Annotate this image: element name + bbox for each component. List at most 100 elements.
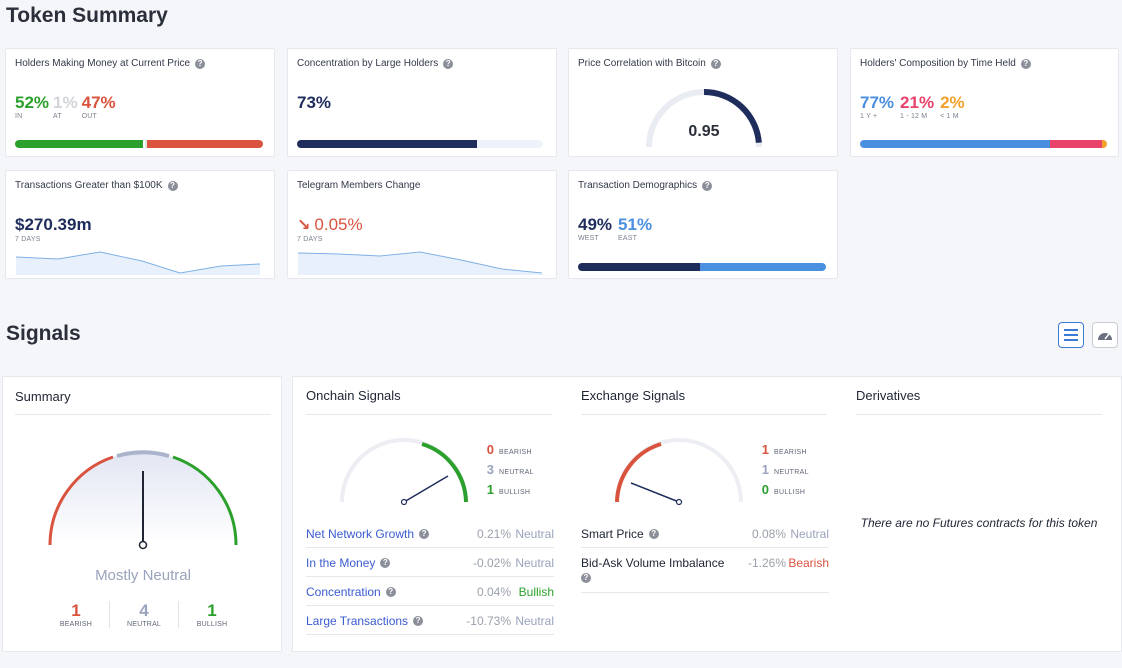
correlation-value: 0.95 bbox=[688, 123, 720, 140]
concentration-bar-fill bbox=[297, 140, 477, 148]
onchain-gauge bbox=[340, 438, 468, 506]
demographics-bar-west bbox=[578, 263, 700, 271]
help-icon[interactable]: ? bbox=[1020, 58, 1031, 69]
holders-money-card: Holders Making Money at Current Price ? … bbox=[5, 48, 275, 157]
exchange-bullish-count: 0 bbox=[761, 482, 769, 497]
telegram-card: Telegram Members Change ↘ 0.05% 7 DAYS bbox=[287, 170, 557, 279]
concentration-card: Concentration by Large Holders ? 73% bbox=[287, 48, 557, 157]
composition-1y-value: 77% bbox=[860, 93, 895, 112]
composition-bar-1y bbox=[860, 140, 1051, 148]
holders-money-title: Holders Making Money at Current Price bbox=[15, 58, 191, 69]
composition-bar-1-12m bbox=[1050, 140, 1103, 148]
onchain-bearish-count: 0 bbox=[486, 442, 494, 457]
signal-state: Neutral bbox=[515, 613, 554, 628]
east-label: EAST bbox=[618, 235, 638, 242]
signal-state: Bearish bbox=[788, 556, 829, 570]
token-summary-heading: Token Summary bbox=[6, 4, 168, 27]
transactions-value: $270.39m bbox=[15, 215, 92, 234]
help-icon[interactable]: ? bbox=[443, 58, 454, 69]
signal-label: Smart Price bbox=[581, 526, 644, 541]
signal-pct: -0.02% bbox=[472, 555, 511, 570]
signals-heading: Signals bbox=[6, 322, 81, 345]
west-label: WEST bbox=[578, 235, 600, 242]
help-icon[interactable]: ? bbox=[380, 557, 391, 568]
composition-1-12m-value: 21% bbox=[900, 93, 935, 112]
holders-composition-title: Holders' Composition by Time Held bbox=[860, 58, 1016, 69]
help-icon[interactable]: ? bbox=[167, 180, 178, 191]
exchange-counts: 1 BEARISH 1 NEUTRAL 0 BULLISH bbox=[759, 442, 809, 502]
exchange-bearish-count: 1 bbox=[761, 442, 769, 457]
telegram-sparkline bbox=[298, 251, 543, 275]
east-value: 51% bbox=[618, 215, 653, 234]
gauge-view-button[interactable] bbox=[1092, 322, 1118, 348]
signal-row[interactable]: Concentration? 0.04% Bullish bbox=[306, 578, 554, 606]
help-icon[interactable]: ? bbox=[702, 180, 713, 191]
help-icon[interactable]: ? bbox=[648, 528, 659, 539]
help-icon[interactable]: ? bbox=[419, 528, 430, 539]
telegram-value: 0.05% bbox=[314, 215, 363, 234]
demographics-card: Transaction Demographics ? 49% WEST 51% EA… bbox=[568, 170, 838, 279]
signal-row[interactable]: Net Network Growth? 0.21% Neutral bbox=[306, 520, 554, 548]
transactions-title: Transactions Greater than $100K bbox=[15, 180, 163, 191]
signal-pct: 0.08% bbox=[751, 526, 786, 541]
signal-state: Neutral bbox=[515, 555, 554, 570]
exchange-neutral-count: 1 bbox=[761, 462, 769, 477]
telegram-period: 7 DAYS bbox=[297, 236, 323, 243]
price-correlation-card: Price Correlation with Bitcoin ? 0.95 bbox=[568, 48, 838, 157]
composition-1m-label: < 1 M bbox=[940, 113, 959, 120]
signal-row[interactable]: Bid-Ask Volume Imbalance? -1.26% Bearish bbox=[581, 549, 829, 593]
gauge-fill bbox=[703, 89, 762, 143]
concentration-bar bbox=[297, 140, 543, 148]
composition-bar bbox=[860, 140, 1107, 148]
onchain-bullish-count: 1 bbox=[486, 482, 494, 497]
composition-1y-label: 1 Y + bbox=[860, 113, 878, 120]
onchain-neutral-count: 3 bbox=[486, 462, 494, 477]
signal-state: Neutral bbox=[790, 526, 829, 541]
list-view-button[interactable] bbox=[1058, 322, 1084, 348]
derivatives-empty-message: There are no Futures contracts for this … bbox=[860, 516, 1098, 530]
transactions-period: 7 DAYS bbox=[15, 236, 41, 243]
help-icon[interactable]: ? bbox=[710, 58, 721, 69]
bar-out-segment bbox=[147, 140, 263, 148]
holders-money-bar bbox=[15, 140, 263, 148]
signal-state: Neutral bbox=[515, 526, 554, 541]
west-value: 49% bbox=[578, 215, 613, 234]
signal-label: Bid-Ask Volume Imbalance bbox=[581, 556, 725, 570]
signal-link[interactable]: In the Money bbox=[306, 555, 376, 570]
at-label: AT bbox=[53, 113, 62, 120]
in-value: 52% bbox=[15, 93, 50, 112]
summary-bullish: 1 BULLISH bbox=[196, 601, 228, 628]
help-icon[interactable]: ? bbox=[413, 615, 424, 626]
in-label: IN bbox=[15, 113, 23, 120]
signal-row[interactable]: Large Transactions? -10.73% Neutral bbox=[306, 607, 554, 635]
correlation-gauge bbox=[646, 89, 762, 148]
summary-panel: Summary Mostly Neutral 1 BEARISH 4 NEUTR… bbox=[2, 376, 282, 652]
composition-bar-1m bbox=[1102, 140, 1107, 148]
help-icon[interactable]: ? bbox=[581, 573, 591, 583]
concentration-title: Concentration by Large Holders bbox=[297, 58, 439, 69]
out-value: 47% bbox=[81, 93, 116, 112]
summary-bearish: 1 BEARISH bbox=[59, 601, 93, 628]
signal-link[interactable]: Large Transactions bbox=[306, 613, 409, 628]
price-correlation-title: Price Correlation with Bitcoin bbox=[578, 58, 706, 69]
help-icon[interactable]: ? bbox=[385, 586, 396, 597]
help-icon[interactable]: ? bbox=[195, 58, 206, 69]
signal-pct: -1.26% bbox=[747, 556, 786, 570]
summary-neutral: 4 NEUTRAL bbox=[109, 601, 179, 628]
signal-row[interactable]: In the Money? -0.02% Neutral bbox=[306, 549, 554, 577]
concentration-value: 73% bbox=[297, 93, 332, 112]
summary-gauge bbox=[48, 450, 238, 550]
derivatives-title: Derivatives bbox=[856, 388, 921, 403]
composition-1-12m-label: 1 - 12 M bbox=[900, 113, 928, 120]
transactions-sparkline bbox=[16, 251, 261, 275]
signal-row[interactable]: Smart Price? 0.08% Neutral bbox=[581, 520, 829, 548]
onchain-title: Onchain Signals bbox=[306, 388, 401, 403]
signal-link[interactable]: Net Network Growth bbox=[306, 526, 415, 541]
bar-in-segment bbox=[15, 140, 143, 148]
signal-link[interactable]: Concentration bbox=[306, 584, 381, 599]
speedometer-icon bbox=[1098, 333, 1112, 340]
holders-composition-card: Holders' Composition by Time Held ? 77% 1… bbox=[850, 48, 1119, 157]
at-value: 1% bbox=[53, 93, 78, 112]
demographics-bar bbox=[578, 263, 826, 271]
out-label: OUT bbox=[81, 113, 97, 120]
